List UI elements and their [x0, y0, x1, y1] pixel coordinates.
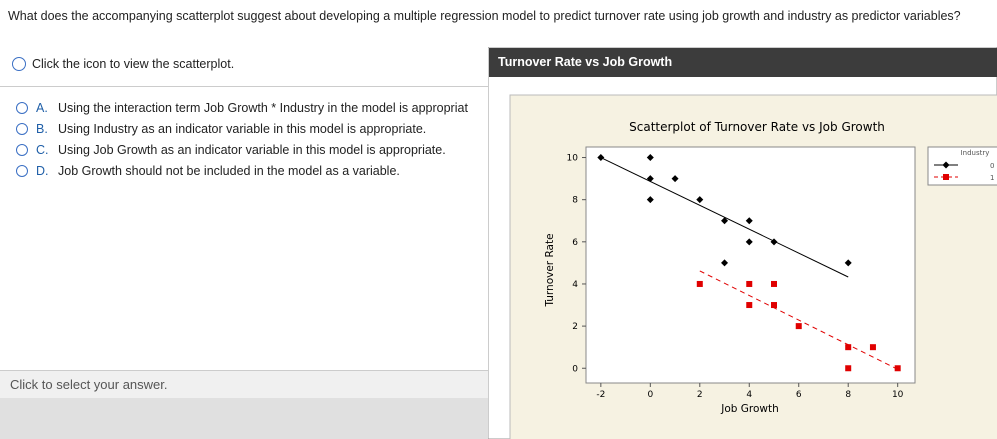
x-tick-label: 4: [746, 390, 752, 400]
x-tick-label: 2: [697, 390, 703, 400]
y-axis-label: Turnover Rate: [544, 233, 556, 307]
legend-marker: [943, 174, 949, 180]
question: What does the accompanying scatterplot s…: [8, 9, 961, 23]
legend-label: 1: [990, 174, 994, 182]
point: [721, 259, 729, 267]
y-tick-label: 6: [572, 238, 578, 248]
point: [696, 280, 703, 287]
y-tick-label: 0: [572, 364, 578, 374]
y-tick-label: 8: [572, 196, 578, 206]
point: [771, 302, 777, 309]
x-tick-label: -2: [596, 390, 605, 400]
popup: Turnover Rate vs Job Growth Scatterplot …: [488, 47, 997, 439]
option-text[interactable]: Job Growth should not be included in the…: [58, 164, 400, 178]
option[interactable]: B. Using Industry as an indicator variabl…: [16, 122, 426, 136]
window-title: Turnover Rate vs Job Growth: [498, 55, 672, 69]
footer-bar: [0, 398, 488, 439]
option-letter[interactable]: B.: [36, 122, 48, 136]
option-text[interactable]: Using Industry as an indicator variable …: [58, 122, 427, 136]
legend: [927, 146, 997, 186]
option-text[interactable]: Using Job Growth as an indicator variabl…: [58, 143, 446, 157]
radio[interactable]: [16, 144, 28, 156]
legend-marker: [942, 161, 950, 169]
legend-label: 0: [990, 162, 994, 170]
radio[interactable]: [16, 123, 28, 135]
point: [746, 280, 753, 287]
x-tick-label: 0: [647, 390, 653, 400]
hint-text[interactable]: Click the icon to view the scatterplot.: [32, 57, 235, 71]
title-bar: [489, 48, 997, 77]
option[interactable]: D. Job Growth should not be included in t…: [16, 164, 400, 178]
option-letter[interactable]: C.: [36, 143, 49, 157]
option-letter[interactable]: D.: [36, 164, 49, 178]
point: [746, 302, 753, 309]
point: [745, 217, 753, 225]
point: [671, 175, 679, 183]
point: [844, 259, 852, 267]
point: [770, 238, 778, 246]
footer: Click to select your answer.: [0, 370, 488, 398]
icon[interactable]: [12, 57, 26, 71]
point: [745, 238, 753, 246]
radio[interactable]: [16, 165, 28, 177]
point: [845, 344, 852, 351]
icon-hint[interactable]: Click the icon to view the scatterplot.: [12, 57, 234, 71]
y-tick-label: 2: [572, 322, 578, 332]
point: [771, 280, 777, 287]
y-tick-label: 10: [567, 154, 579, 164]
x-tick-label: 8: [845, 390, 851, 400]
separator: [0, 86, 488, 87]
x-axis-label: Job Growth: [720, 403, 779, 415]
x-tick-label: 6: [796, 390, 802, 400]
option[interactable]: A. Using the interaction term Job Growth …: [16, 101, 468, 115]
point: [696, 196, 704, 204]
legend-title: Industry: [961, 149, 990, 157]
fit-line: [699, 270, 898, 370]
chart-title: Scatterplot of Turnover Rate vs Job Grow…: [629, 120, 885, 134]
option-letter[interactable]: A.: [36, 101, 48, 115]
point: [795, 323, 802, 330]
point: [845, 365, 852, 372]
x-tick-label: 10: [892, 390, 904, 400]
y-tick-label: 4: [572, 280, 578, 290]
point: [646, 175, 654, 183]
point: [646, 154, 654, 162]
point: [869, 344, 876, 351]
point: [721, 217, 729, 225]
point: [597, 154, 605, 162]
radio[interactable]: [16, 102, 28, 114]
point: [646, 196, 654, 204]
point: [894, 365, 901, 372]
option[interactable]: C. Using Job Growth as an indicator varia…: [16, 143, 446, 157]
option-text[interactable]: Using the interaction term Job Growth * …: [58, 101, 468, 115]
plot-area: [585, 146, 916, 384]
